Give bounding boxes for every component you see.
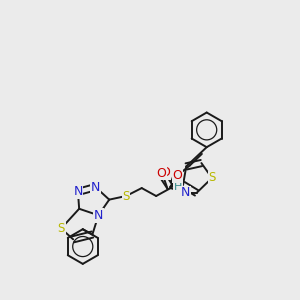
Text: O: O	[160, 166, 170, 179]
Text: O: O	[172, 169, 182, 182]
Text: S: S	[57, 222, 65, 235]
Text: S: S	[122, 190, 130, 202]
Text: H: H	[174, 182, 182, 192]
Text: N: N	[91, 181, 100, 194]
Text: N: N	[94, 209, 103, 222]
Text: O: O	[156, 167, 166, 180]
Text: N: N	[181, 186, 190, 200]
Text: S: S	[208, 172, 216, 184]
Text: N: N	[73, 185, 83, 198]
